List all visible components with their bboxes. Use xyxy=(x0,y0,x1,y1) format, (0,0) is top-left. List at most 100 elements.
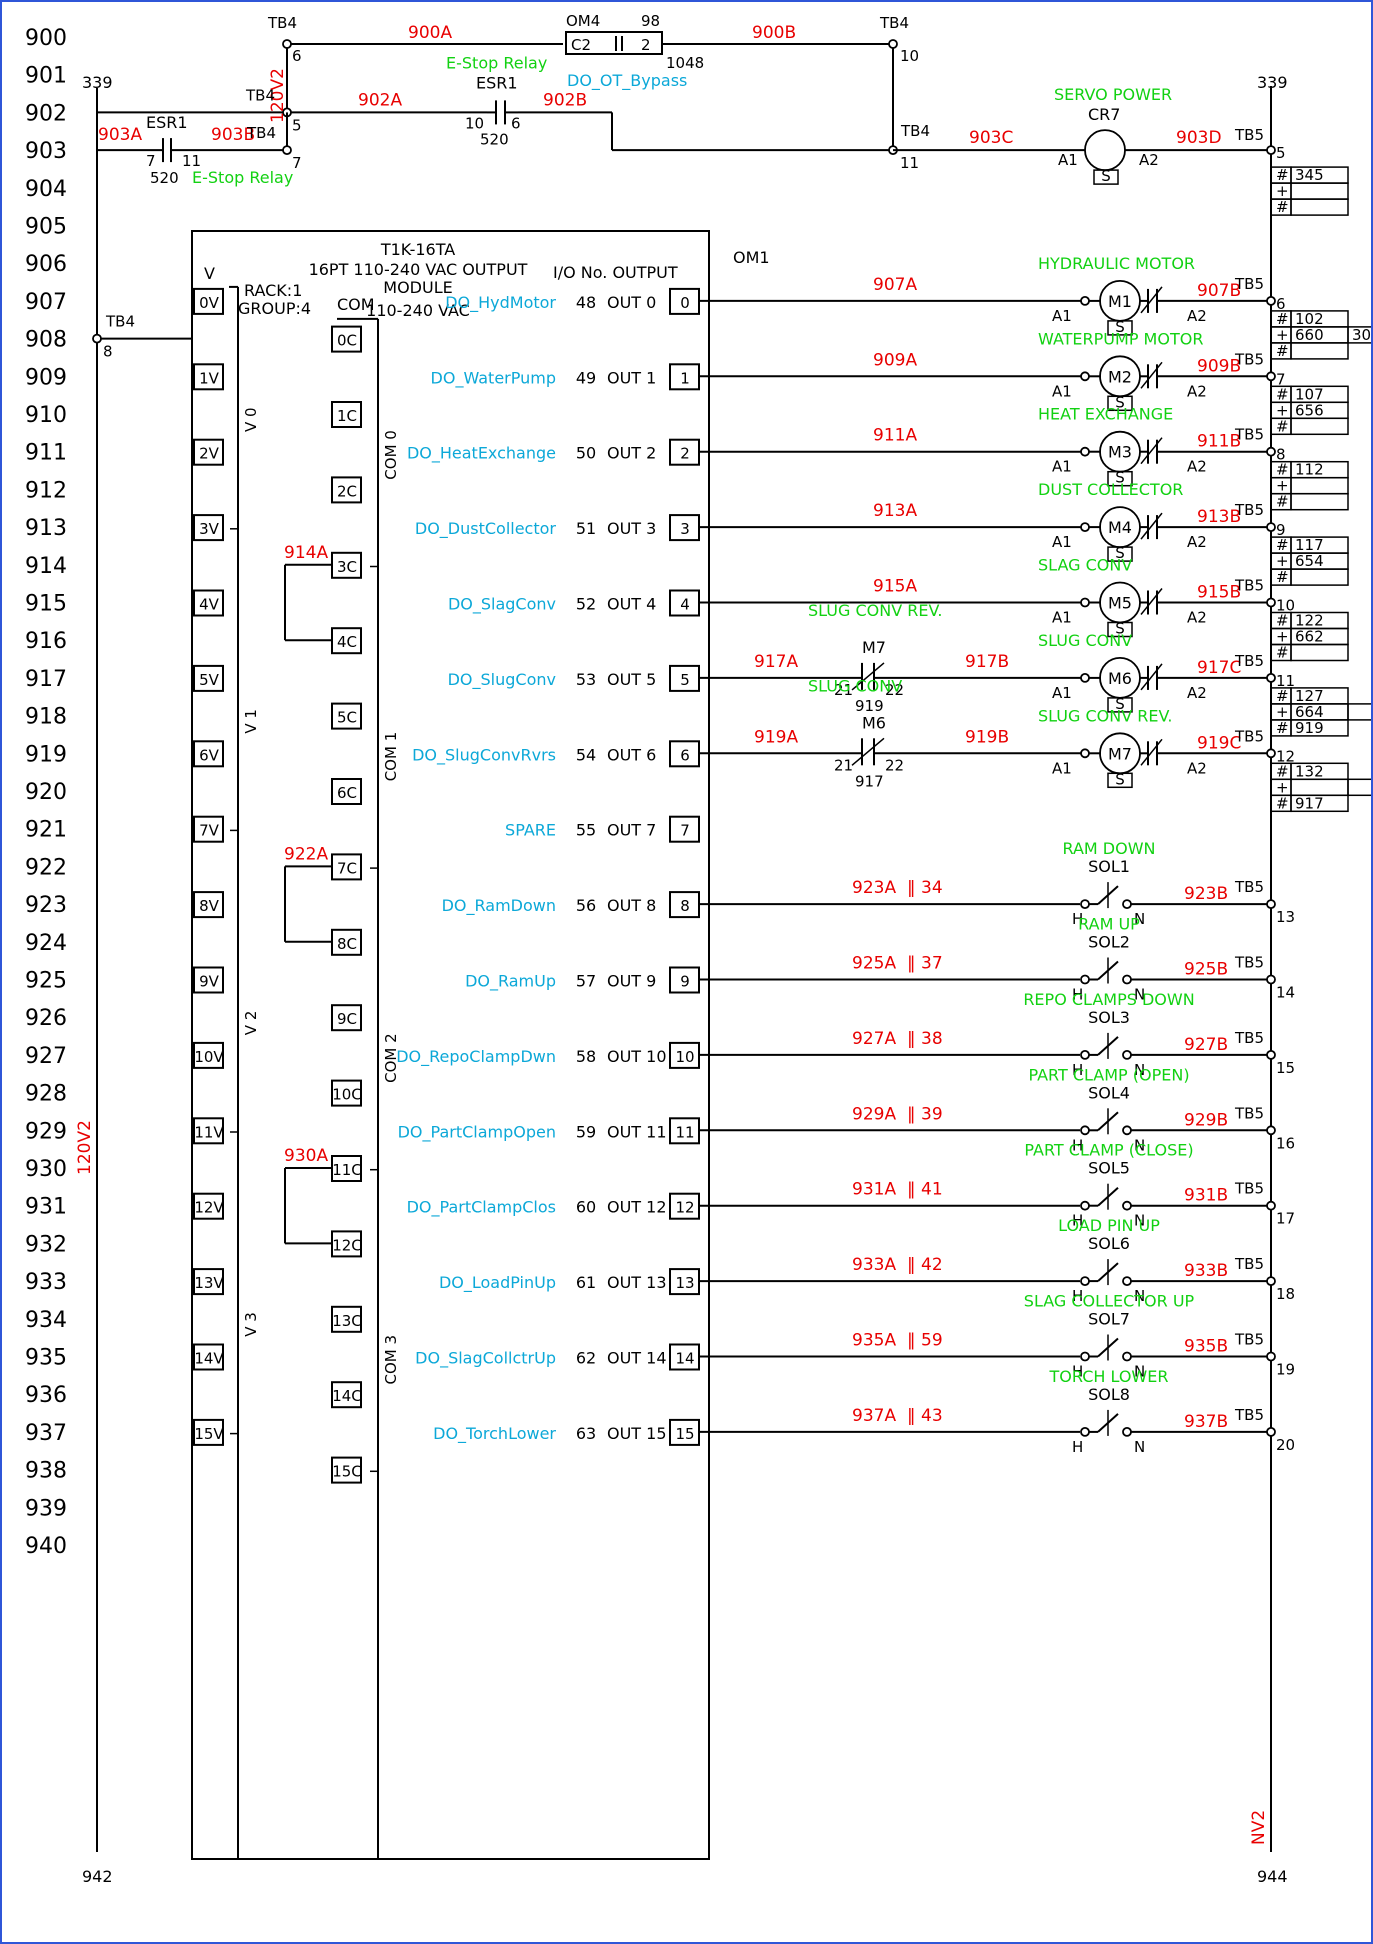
output-row-1: DO_WaterPump 49 OUT 1 1 909A M2 S A1 A2 WATERPUMP… xyxy=(431,329,1349,435)
motor-label: M7 xyxy=(1108,744,1132,763)
tb5-terminal xyxy=(1266,673,1276,683)
tb4-10-num: 10 xyxy=(900,47,919,65)
overload-slash xyxy=(1140,361,1163,389)
output-terminal-label: 15 xyxy=(675,1425,694,1443)
xref-value: 660 xyxy=(1295,326,1324,344)
xref-value: 117 xyxy=(1295,536,1324,554)
output-out: OUT 6 xyxy=(607,745,656,764)
v120v2-label: 120V2 xyxy=(268,68,288,123)
motor-title: SLAG CONV xyxy=(1038,556,1132,575)
overload-slash xyxy=(1140,663,1163,691)
v-group-3: V 3 xyxy=(242,1312,260,1337)
output-io: 60 xyxy=(576,1198,596,1217)
terminal-5V xyxy=(193,664,224,692)
v-header: V xyxy=(204,264,215,283)
output-row-6: DO_SlugConvRvrs 54 OUT 6 6 919A SLUG CONV M6 21… xyxy=(412,676,1373,812)
terminal-1C xyxy=(331,401,362,428)
wire-label-a: 929A xyxy=(852,1104,896,1124)
sol-n: N xyxy=(1134,1212,1145,1230)
output-terminal xyxy=(669,287,700,315)
output-out: OUT 15 xyxy=(607,1424,667,1443)
interlock-slash xyxy=(851,662,885,691)
output-row-5: DO_SlugConv 53 OUT 5 5 917A SLUG CONV REV. M7 2… xyxy=(448,601,1373,737)
line-number: 918 xyxy=(25,705,67,730)
output-out: OUT 0 xyxy=(607,293,656,312)
xref-symbol: + xyxy=(1276,703,1289,721)
motor-a1: A1 xyxy=(1052,684,1072,702)
output-out: OUT 14 xyxy=(607,1349,667,1368)
terminal-label-11V: 11V xyxy=(194,1123,224,1141)
motor-s: S xyxy=(1115,318,1125,336)
xref-value: 127 xyxy=(1295,687,1324,705)
tb5-label: TB5 xyxy=(1234,727,1264,745)
output-terminal xyxy=(669,1268,700,1296)
terminal-15C xyxy=(331,1456,362,1484)
line-number: 937 xyxy=(25,1421,67,1446)
line-number: 940 xyxy=(25,1534,67,1559)
motor-a2: A2 xyxy=(1187,533,1207,551)
tb5-label: TB5 xyxy=(1234,878,1264,896)
om4-1048: 1048 xyxy=(666,54,704,72)
sol-n: N xyxy=(1134,1287,1145,1305)
xref-cell xyxy=(1290,719,1349,737)
tb5-num: 6 xyxy=(1276,295,1286,313)
xref-symbol: + xyxy=(1276,182,1289,200)
motor-a2: A2 xyxy=(1187,609,1207,627)
output-terminal-label: 0 xyxy=(680,294,690,312)
wire-label-b: 909B xyxy=(1197,356,1241,376)
terminal-0V xyxy=(193,287,224,315)
terminal-5C xyxy=(331,702,362,730)
tb5-label: TB5 xyxy=(1234,1406,1264,1424)
xref-symbol: # xyxy=(1276,461,1289,479)
line-number: 934 xyxy=(25,1308,67,1333)
output-out: OUT 3 xyxy=(607,519,656,538)
xref-cell xyxy=(1290,182,1349,200)
terminal-3V xyxy=(193,514,224,542)
om4-label: OM4 xyxy=(566,12,600,30)
tb5-num: 19 xyxy=(1276,1361,1295,1379)
terminal-label-15V: 15V xyxy=(194,1425,224,1443)
sol-n: N xyxy=(1134,986,1145,1004)
output-io: 58 xyxy=(576,1047,596,1066)
wire-xref-value: 37 xyxy=(921,954,943,974)
tb5-label: TB5 xyxy=(1234,1255,1264,1273)
cr7-coil xyxy=(1084,129,1126,172)
wire-label-b: 931B xyxy=(1184,1186,1228,1206)
sol-node-left xyxy=(1080,1427,1090,1437)
terminal-1V xyxy=(193,363,224,391)
terminal-13C xyxy=(331,1305,362,1333)
v-group-2: V 2 xyxy=(242,1011,260,1036)
xref-911: #+#112 xyxy=(1270,461,1349,511)
sol-node-right xyxy=(1122,1276,1132,1286)
sol-title: RAM UP xyxy=(1078,915,1140,934)
terminal-12V xyxy=(193,1192,224,1220)
output-io: 51 xyxy=(576,519,596,538)
terminal-label-8V: 8V xyxy=(199,897,220,915)
motor-title: HEAT EXCHANGE xyxy=(1038,405,1173,424)
esr1-left-desc: E-Stop Relay xyxy=(192,168,293,187)
output-tag: DO_HeatExchange xyxy=(407,444,556,464)
output-out: OUT 8 xyxy=(607,896,656,915)
wire-label-a: 933A xyxy=(852,1255,896,1275)
tb5-label: TB5 xyxy=(1234,1104,1264,1122)
output-io: 52 xyxy=(576,595,596,614)
motor-a1: A1 xyxy=(1052,382,1072,400)
xref-symbol: # xyxy=(1276,493,1289,511)
right-rail-top-ref: 339 xyxy=(1257,73,1288,92)
interlock-pin1: 21 xyxy=(834,756,853,774)
motor-s-box xyxy=(1107,697,1133,713)
motor-label: M1 xyxy=(1108,292,1132,311)
tb4-11-label: TB4 xyxy=(900,122,930,140)
line-number: 927 xyxy=(25,1044,67,1069)
output-tag: DO_PartClampClos xyxy=(407,1198,556,1218)
output-terminal xyxy=(669,1192,700,1220)
output-row-15: DO_TorchLower 63 OUT 15 15 937A ‖ 43 H N SOL8TORC… xyxy=(433,1367,1295,1456)
terminal-label-9V: 9V xyxy=(199,973,220,991)
tb5-num: 16 xyxy=(1276,1134,1295,1152)
tb5-num: 8 xyxy=(1276,446,1286,464)
xref-symbol: + xyxy=(1276,477,1289,495)
xref-cell xyxy=(1290,794,1349,813)
wire-xref: ‖ xyxy=(907,1180,916,1200)
xref-value: 308 xyxy=(1352,326,1373,344)
